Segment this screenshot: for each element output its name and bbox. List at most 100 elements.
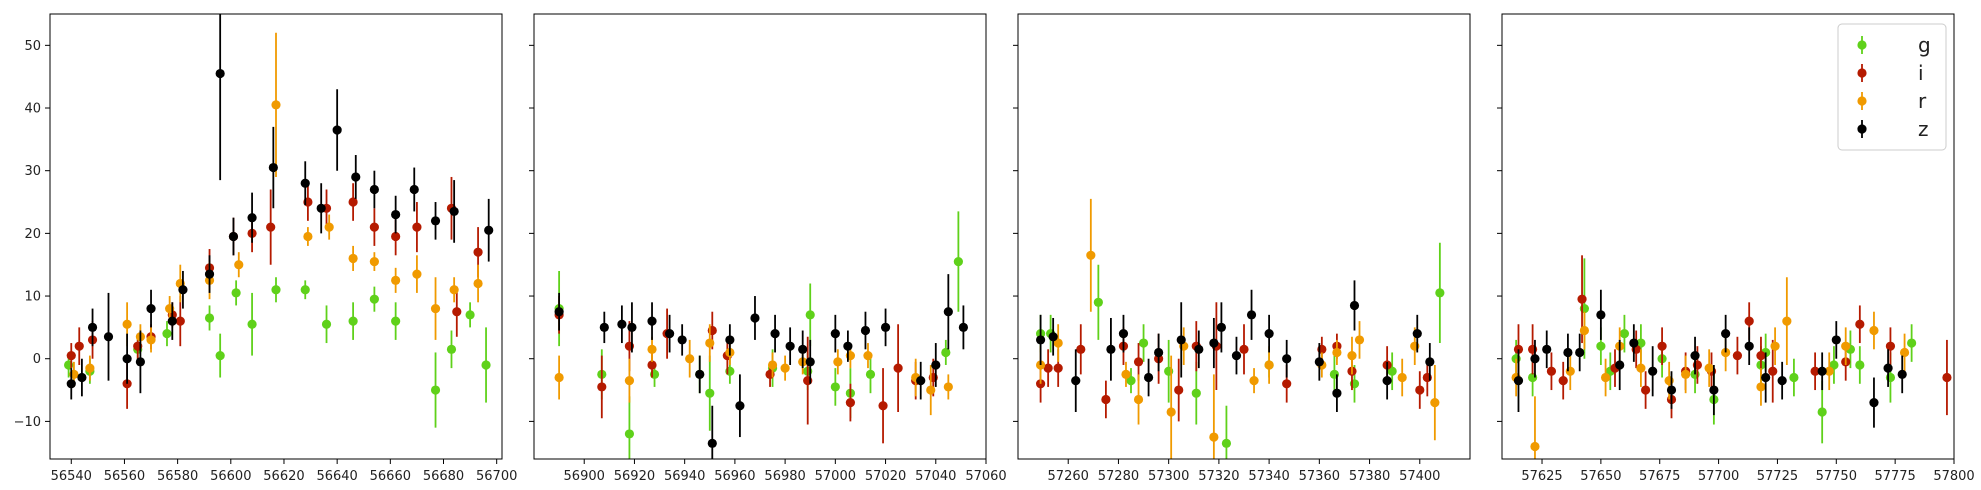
point-r-12 [1770,341,1780,351]
point-r-9 [1704,363,1714,373]
y-tick-label: 10 [24,290,41,305]
legend-marker [1857,124,1867,134]
point-z-6 [677,335,687,345]
legend-entry-g: g [1857,33,1931,57]
legend-label: z [1918,117,1929,141]
point-g-11 [348,316,358,326]
point-r-9 [271,100,281,110]
point-i-8 [1174,385,1184,395]
point-z-2 [617,319,627,329]
point-z-6 [1154,347,1164,358]
point-r-14 [1824,366,1834,376]
x-tick-label: 56700 [476,469,517,484]
point-z-3 [103,332,114,342]
point-z-21 [430,216,441,226]
point-z-2 [1071,376,1081,386]
point-z-4 [1575,347,1585,358]
point-z-19 [1883,363,1893,373]
point-g-4 [1138,338,1149,348]
point-g-9 [805,310,815,320]
point-g-17 [481,360,491,370]
point-r-2 [122,319,132,329]
point-z-15 [1314,357,1324,367]
series-z [1513,289,1907,428]
point-i-7 [1641,385,1651,395]
point-i-17 [412,222,422,232]
legend-entry-i: i [1857,61,1924,85]
point-g-14 [1829,360,1839,370]
point-r-9 [833,357,843,367]
point-z-7 [1176,335,1186,345]
point-g-9 [300,285,310,295]
panel-3: 57260 57280 57300 57320 57340 57360 57380 57400 [1013,13,1471,484]
point-z-16 [332,125,342,135]
plot-area [1036,198,1445,459]
point-r-11 [324,222,334,232]
series-i [554,296,938,444]
point-z-1 [1048,332,1058,342]
legend-label: r [1918,89,1927,113]
point-i-13 [1732,350,1743,361]
point-r-0 [554,372,564,383]
x-tick-label: 57675 [1639,469,1680,484]
point-z-12 [247,213,257,223]
x-tick-label: 57625 [1521,469,1562,484]
point-z-22 [449,206,459,217]
point-r-8 [1249,376,1259,386]
x-tick-label: 56900 [564,469,605,484]
point-z-17 [1831,335,1841,345]
point-g-12 [369,294,379,304]
point-z-13 [1264,329,1274,339]
point-i-3 [1558,376,1568,386]
point-z-4 [1118,329,1129,339]
x-tick-label: 57060 [965,469,1006,484]
point-z-0 [1036,335,1046,345]
point-z-12 [1721,329,1731,339]
point-z-14 [1761,372,1771,383]
y-tick-label: 20 [24,227,41,242]
panel-2: 56900 56920 56940 56960 56980 57000 57020 57040… [529,13,1007,484]
point-z-4 [647,316,657,326]
y-tick-label: 30 [24,164,41,179]
point-z-4 [122,354,132,364]
legend-label: g [1918,33,1931,57]
point-g-6 [231,288,241,298]
point-r-13 [926,385,936,395]
point-z-7 [1629,338,1639,348]
point-g-10 [830,382,840,392]
point-z-3 [1563,347,1573,358]
legend-marker [1857,40,1867,50]
point-r-9 [1264,360,1274,370]
point-z-9 [1209,338,1219,348]
point-z-9 [725,335,735,345]
point-i-1 [1043,363,1053,373]
plot-area [64,14,494,428]
point-g-2 [624,429,635,439]
point-z-19 [391,209,401,220]
point-z-11 [750,313,760,323]
point-i-21 [1942,372,1952,383]
legend-entry-z: z [1857,117,1929,141]
series-z [66,14,494,400]
point-r-7 [780,363,790,373]
point-g-7 [1221,438,1232,448]
point-r-16 [1869,325,1879,336]
point-z-3 [627,322,637,332]
point-r-3 [685,354,695,364]
point-r-17 [1899,347,1910,358]
point-z-5 [1596,310,1606,320]
point-r-14 [1397,372,1407,383]
point-z-22 [943,307,953,317]
x-tick-label: 57280 [1098,469,1139,484]
x-tick-label: 57340 [1248,469,1289,484]
x-tick-label: 56540 [51,469,92,484]
series-r [554,324,953,416]
point-z-8 [1648,366,1658,376]
point-r-4 [1133,394,1144,405]
point-r-6 [1636,363,1646,373]
point-r-16 [430,303,441,314]
point-z-15 [316,203,326,213]
point-i-0 [66,350,76,361]
y-tick-label: 50 [24,39,41,54]
point-r-16 [1430,397,1440,408]
